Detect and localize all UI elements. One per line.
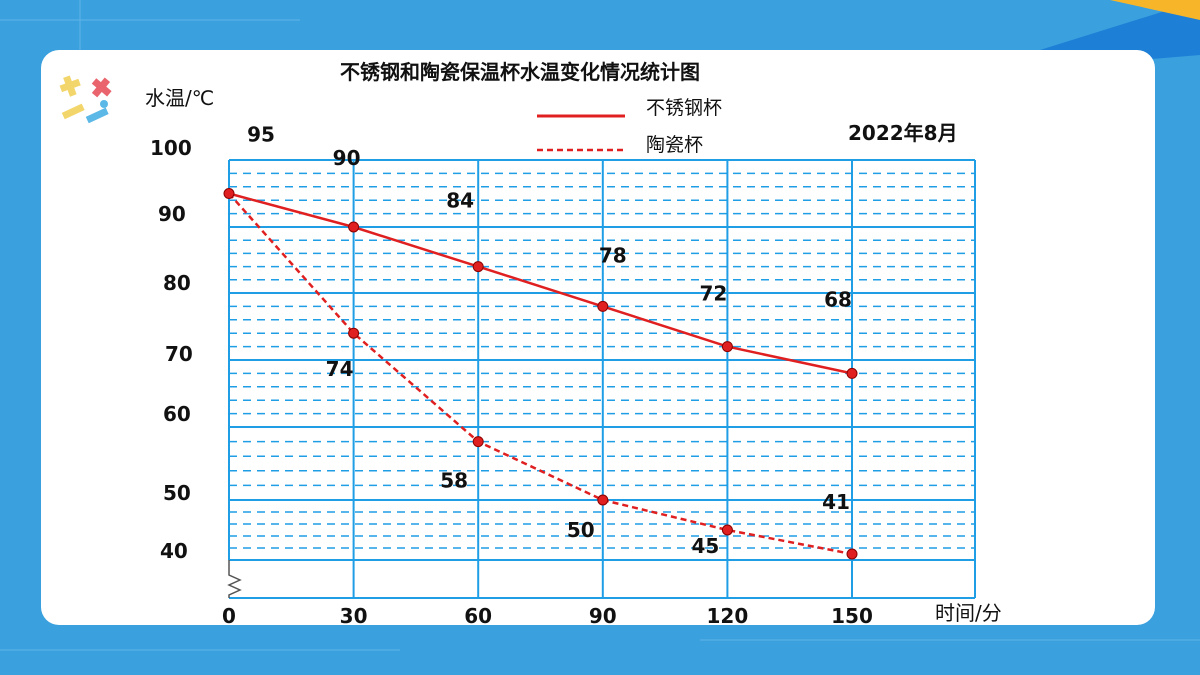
data-point-ceramic — [721, 524, 733, 536]
data-labels: 95 90 84 78 72 68 74 58 50 45 41 — [247, 123, 852, 559]
data-label-ceramic: 41 — [822, 490, 850, 514]
y-tick-label: 50 — [163, 481, 191, 505]
axis-break-mark — [227, 560, 242, 598]
y-tick-label: 40 — [160, 539, 188, 563]
data-point-ceramic — [846, 548, 858, 560]
data-point-steel — [348, 221, 360, 233]
y-tick-label: 90 — [158, 202, 186, 226]
data-label-steel: 72 — [699, 282, 727, 306]
y-tick-label: 80 — [163, 271, 191, 295]
math-symbols-icon — [59, 75, 112, 124]
x-axis: 0 30 60 90 120 150 — [222, 560, 976, 628]
legend-label-ceramic: 陶瓷杯 — [646, 134, 703, 156]
x-tick-label: 90 — [589, 604, 617, 628]
x-tick-label: 30 — [340, 604, 368, 628]
legend-label-steel: 不锈钢杯 — [646, 97, 722, 119]
chart-date: 2022年8月 — [848, 121, 958, 145]
chart-title: 不锈钢和陶瓷保温杯水温变化情况统计图 — [340, 60, 700, 84]
series-line-ceramic — [228, 192, 853, 556]
x-tick-label: 120 — [707, 604, 749, 628]
data-point-ceramic — [472, 436, 484, 448]
data-point-steel — [472, 261, 484, 273]
data-label-steel: 68 — [824, 287, 852, 311]
data-label-steel: 84 — [446, 189, 474, 213]
x-tick-label: 150 — [831, 604, 873, 628]
data-point-ceramic — [348, 327, 360, 339]
data-label-steel: 95 — [247, 123, 275, 147]
x-axis-label: 时间/分 — [935, 601, 1002, 625]
x-tick-label: 60 — [464, 604, 492, 628]
data-label-steel: 78 — [599, 243, 627, 267]
data-point-steel — [846, 367, 858, 379]
series — [223, 188, 858, 560]
data-point-steel — [223, 188, 235, 199]
y-tick-label: 70 — [165, 342, 193, 366]
data-point-steel — [721, 341, 733, 353]
data-point-steel — [597, 300, 609, 312]
x-tick-label: 0 — [222, 604, 236, 628]
y-axis-ticks: 100 90 80 70 60 50 40 — [150, 136, 193, 563]
legend: 不锈钢杯 陶瓷杯 — [537, 97, 722, 156]
data-label-ceramic: 45 — [691, 534, 719, 558]
data-label-ceramic: 58 — [440, 469, 468, 493]
data-point-ceramic — [597, 494, 609, 506]
y-tick-label: 60 — [163, 402, 191, 426]
data-label-ceramic: 50 — [567, 518, 595, 542]
y-tick-label: 100 — [150, 136, 192, 160]
y-axis-label: 水温/℃ — [145, 86, 214, 110]
series-line-steel — [228, 192, 853, 375]
chart-card — [41, 50, 1155, 625]
data-label-ceramic: 74 — [326, 357, 354, 381]
data-label-steel: 90 — [333, 146, 361, 170]
